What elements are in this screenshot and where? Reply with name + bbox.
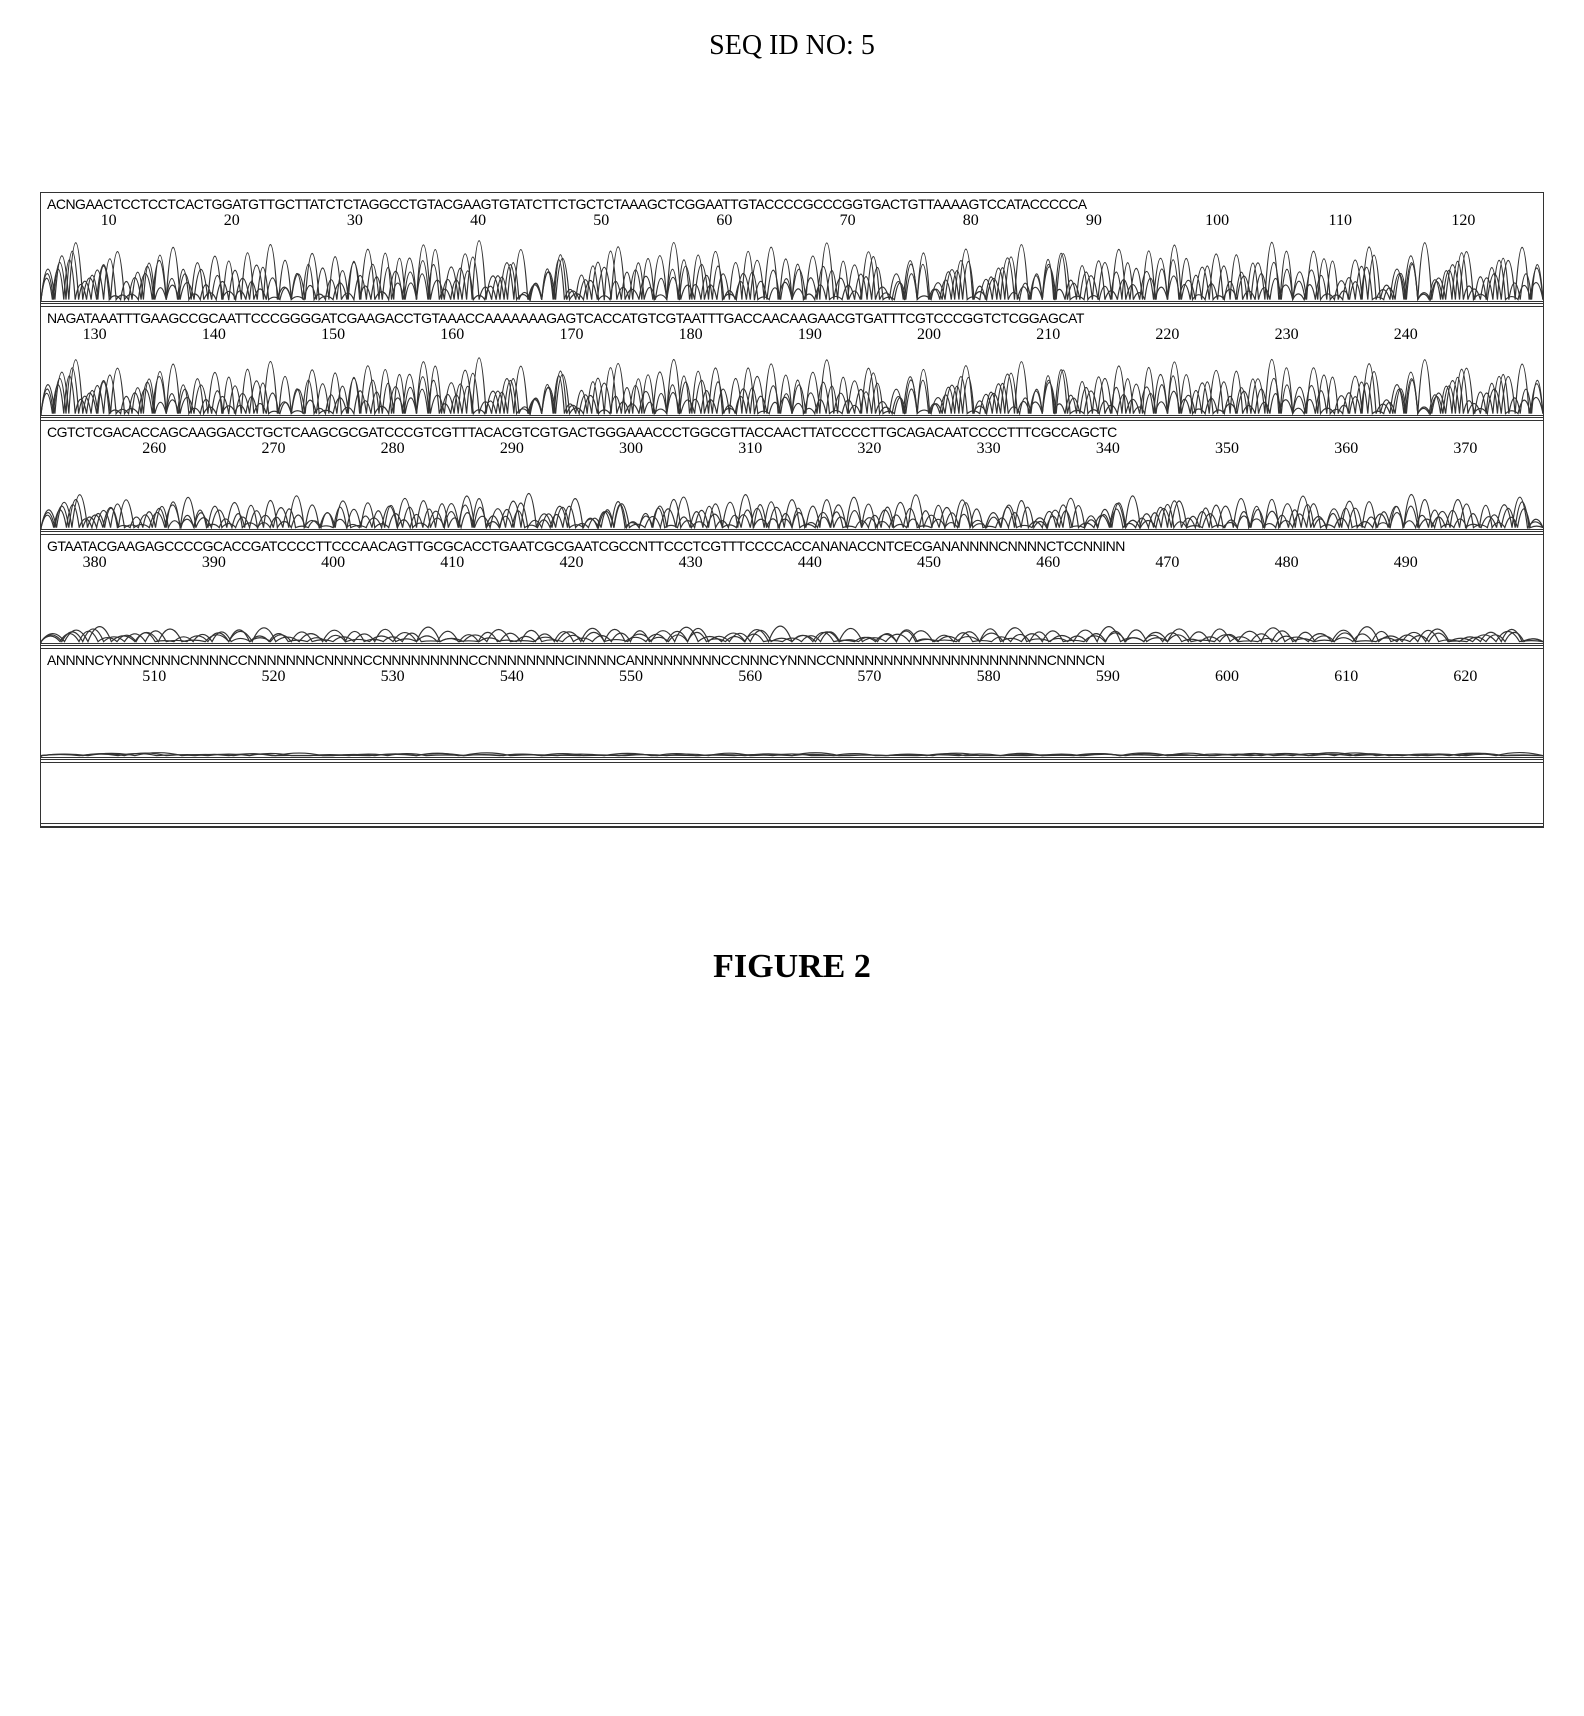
position-axis: 130 140 150 160 170 180 190 200 210 220 230 240	[41, 326, 1543, 346]
position-label: 360	[1334, 440, 1358, 458]
position-label: 10	[101, 212, 117, 230]
position-label: 190	[798, 326, 822, 344]
position-label: 110	[1329, 212, 1352, 230]
position-axis: 260 270 280 290 300 310 320 330 340 350 360 370	[41, 440, 1543, 460]
position-label: 510	[142, 668, 166, 686]
position-label: 60	[716, 212, 732, 230]
position-label: 80	[963, 212, 979, 230]
trace-area	[41, 346, 1543, 416]
position-label: 470	[1155, 554, 1179, 572]
position-label: 580	[977, 668, 1001, 686]
chromatogram-track: ACNGAACTCCTCCTCACTGGATGTTGCTTATCTCTAGGCC…	[41, 193, 1543, 307]
sequence-text: NAGATAAATTTGAAGCCGCAATTCCCGGGGATCGAAGACC…	[41, 307, 1543, 326]
position-label: 480	[1275, 554, 1299, 572]
position-label: 350	[1215, 440, 1239, 458]
position-label: 90	[1086, 212, 1102, 230]
position-label: 570	[857, 668, 881, 686]
position-label: 490	[1394, 554, 1418, 572]
position-label: 240	[1394, 326, 1418, 344]
position-label: 70	[840, 212, 856, 230]
position-label: 120	[1451, 212, 1475, 230]
position-label: 40	[470, 212, 486, 230]
position-label: 270	[261, 440, 285, 458]
position-label: 320	[857, 440, 881, 458]
position-label: 600	[1215, 668, 1239, 686]
position-label: 20	[224, 212, 240, 230]
position-label: 160	[440, 326, 464, 344]
position-label: 520	[261, 668, 285, 686]
position-axis: 10 20 30 40 50 60 70 80 90 100 110 120	[41, 212, 1543, 232]
track-separator	[41, 759, 1543, 763]
position-label: 620	[1453, 668, 1477, 686]
chromatogram-track: CGTCTCGACACCAGCAAGGACCTGCTCAAGCGCGATCCCG…	[41, 421, 1543, 535]
position-label: 310	[738, 440, 762, 458]
position-label: 420	[559, 554, 583, 572]
position-label: 610	[1334, 668, 1358, 686]
position-label: 380	[83, 554, 107, 572]
trace-area	[41, 574, 1543, 644]
position-label: 410	[440, 554, 464, 572]
sequence-text: GTAATACGAAGAGCCCCGCACCGATCCCCTTCCCAACAGT…	[41, 535, 1543, 554]
position-label: 440	[798, 554, 822, 572]
position-label: 290	[500, 440, 524, 458]
position-label: 550	[619, 668, 643, 686]
trace-area	[41, 232, 1543, 302]
sequence-text: ACNGAACTCCTCCTCACTGGATGTTGCTTATCTCTAGGCC…	[41, 193, 1543, 212]
position-label: 300	[619, 440, 643, 458]
position-label: 200	[917, 326, 941, 344]
position-label: 230	[1275, 326, 1299, 344]
sequence-text: ANNNNCYNNNCNNNCNNNNCCNNNNNNNCNNNNCCNNNNN…	[41, 649, 1543, 668]
position-label: 460	[1036, 554, 1060, 572]
position-label: 220	[1155, 326, 1179, 344]
chromatogram-track: NAGATAAATTTGAAGCCGCAATTCCCGGGGATCGAAGACC…	[41, 307, 1543, 421]
position-label: 530	[381, 668, 405, 686]
position-label: 560	[738, 668, 762, 686]
position-label: 450	[917, 554, 941, 572]
position-label: 340	[1096, 440, 1120, 458]
position-label: 180	[679, 326, 703, 344]
figure-caption: FIGURE 2	[40, 948, 1544, 986]
position-label: 590	[1096, 668, 1120, 686]
position-label: 330	[977, 440, 1001, 458]
position-axis: 510 520 530 540 550 560 570 580 590 600 610 620	[41, 668, 1543, 688]
chromatogram-track: ANNNNCYNNNCNNNCNNNNCCNNNNNNNCNNNNCCNNNNN…	[41, 649, 1543, 763]
seq-id-title: SEQ ID NO: 5	[40, 30, 1544, 62]
position-label: 170	[559, 326, 583, 344]
position-axis: 380 390 400 410 420 430 440 450 460 470 480 490	[41, 554, 1543, 574]
position-label: 370	[1453, 440, 1477, 458]
position-label: 130	[83, 326, 107, 344]
position-label: 400	[321, 554, 345, 572]
position-label: 280	[381, 440, 405, 458]
position-label: 540	[500, 668, 524, 686]
position-label: 50	[593, 212, 609, 230]
sequence-text: CGTCTCGACACCAGCAAGGACCTGCTCAAGCGCGATCCCG…	[41, 421, 1543, 440]
position-label: 210	[1036, 326, 1060, 344]
chromatogram-track: GTAATACGAAGAGCCCCGCACCGATCCCCTTCCCAACAGT…	[41, 535, 1543, 649]
position-label: 150	[321, 326, 345, 344]
trace-area	[41, 460, 1543, 530]
chromatogram-panel: ACNGAACTCCTCCTCACTGGATGTTGCTTATCTCTAGGCC…	[40, 192, 1544, 828]
trace-area	[41, 688, 1543, 758]
position-label: 390	[202, 554, 226, 572]
position-label: 260	[142, 440, 166, 458]
position-label: 100	[1205, 212, 1229, 230]
position-label: 30	[347, 212, 363, 230]
position-label: 140	[202, 326, 226, 344]
position-label: 430	[679, 554, 703, 572]
final-separator	[41, 823, 1543, 827]
